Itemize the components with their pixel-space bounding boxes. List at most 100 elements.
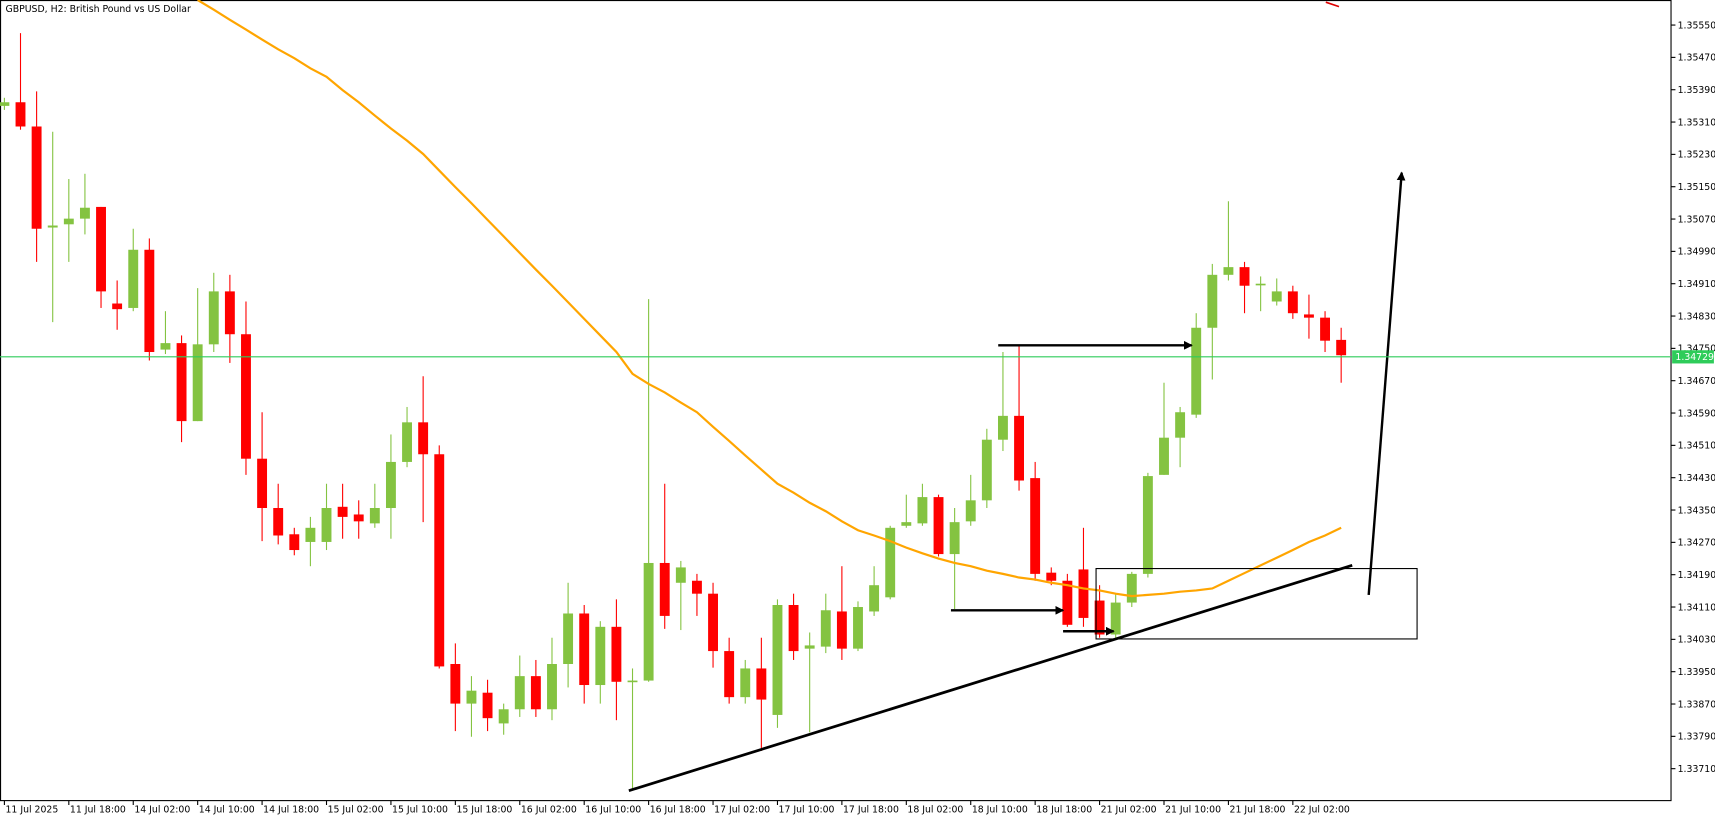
candle-body (1142, 476, 1153, 574)
candle-body (901, 522, 912, 526)
candle-body (1046, 572, 1057, 581)
candle-body (997, 415, 1008, 440)
candle-body (514, 676, 525, 710)
candle-body (498, 709, 509, 724)
candle-body (933, 497, 944, 555)
candle-body (1078, 569, 1089, 618)
candle-body (949, 522, 960, 555)
y-tick-label: 1.35390 (1678, 85, 1715, 96)
candle-body (434, 454, 445, 667)
x-tick-label: 18 Jul 10:00 (972, 805, 1028, 816)
candle-body (724, 651, 735, 698)
candle-body (0, 102, 10, 106)
y-tick-label: 1.33870 (1678, 699, 1715, 710)
candle-body (579, 613, 590, 686)
candle-body (273, 508, 284, 536)
candle-body (756, 668, 767, 700)
x-tick-label: 17 Jul 02:00 (714, 805, 770, 816)
x-tick-label: 17 Jul 18:00 (843, 805, 899, 816)
candle-body (224, 291, 235, 335)
current-price-box (1672, 350, 1714, 364)
candle-body (708, 593, 718, 652)
candle-body (820, 610, 831, 647)
current-price-label: 1.34729 (1675, 352, 1714, 363)
candle-body (353, 514, 364, 522)
y-tick-label: 1.34830 (1678, 311, 1715, 322)
zone-box (1095, 568, 1418, 640)
y-tick-label: 1.35070 (1678, 214, 1715, 225)
candle-body (836, 611, 847, 649)
candle-body (289, 534, 300, 551)
x-tick-label: 21 Jul 02:00 (1101, 805, 1157, 816)
candle-body (402, 422, 412, 462)
candle-body (885, 527, 896, 598)
candle-body (1062, 580, 1073, 625)
candle-body (627, 680, 638, 683)
y-tick-label: 1.35310 (1678, 117, 1715, 128)
candle-body (112, 303, 123, 310)
candle-body (788, 604, 799, 652)
y-tick-label: 1.34030 (1678, 635, 1715, 646)
x-tick-label: 21 Jul 18:00 (1230, 805, 1286, 816)
y-tick-label: 1.34270 (1678, 538, 1715, 549)
candle-body (1304, 314, 1314, 318)
candle-body (1014, 415, 1024, 481)
y-tick-label: 1.34350 (1678, 505, 1715, 516)
candle-body (241, 334, 251, 459)
x-tick-label: 16 Jul 18:00 (650, 805, 706, 816)
candle-body (337, 506, 348, 517)
plot (0, 0, 1347, 790)
candle-body (659, 562, 670, 616)
y-tick-label: 1.34190 (1678, 570, 1715, 581)
candle-body (1336, 339, 1347, 356)
candle-body (1239, 267, 1250, 286)
candle-body (1110, 602, 1121, 635)
x-tick-label: 14 Jul 18:00 (263, 805, 319, 816)
candle-body (96, 206, 106, 292)
x-tick-label: 11 Jul 2025 (5, 805, 58, 816)
candle-body (466, 690, 477, 704)
candle-body (79, 207, 90, 219)
candle-body (385, 461, 396, 509)
y-tick-label: 1.35150 (1678, 182, 1715, 193)
candle-body (305, 527, 316, 542)
candle-body (15, 102, 26, 127)
y-tick-label: 1.34590 (1678, 408, 1715, 419)
x-tick-label: 15 Jul 18:00 (456, 805, 512, 816)
x-tick-label: 16 Jul 02:00 (521, 805, 577, 816)
y-tick-label: 1.33790 (1678, 732, 1715, 743)
y-tick-label: 1.34670 (1678, 376, 1715, 387)
candle-body (595, 626, 606, 686)
x-tick-label: 14 Jul 02:00 (134, 805, 190, 816)
x-tick-label: 17 Jul 10:00 (779, 805, 835, 816)
candle-body (691, 580, 702, 594)
y-tick-label: 1.35230 (1678, 150, 1715, 161)
candle-body (369, 508, 380, 524)
candle-body (563, 613, 574, 665)
candle-body (611, 626, 622, 682)
arrow (1367, 171, 1406, 596)
plot-frame (0, 0, 1672, 802)
x-tick-label: 15 Jul 10:00 (392, 805, 448, 816)
y-tick-label: 1.34990 (1678, 247, 1715, 258)
candle-body (530, 676, 541, 710)
candle-body (740, 668, 751, 698)
candle-body (1320, 317, 1331, 341)
candle-body (643, 562, 654, 681)
x-tick-label: 15 Jul 02:00 (328, 805, 384, 816)
y-tick-label: 1.35550 (1678, 20, 1715, 31)
y-tick-label: 1.34430 (1678, 473, 1715, 484)
candle-body (1223, 267, 1234, 275)
candle-body (257, 458, 268, 509)
candle-body (547, 664, 557, 710)
x-tick-label: 22 Jul 02:00 (1294, 805, 1350, 816)
candle-body (1126, 573, 1137, 603)
candle-body (675, 567, 686, 583)
candle-body (1207, 274, 1218, 328)
candle-body (1255, 283, 1266, 286)
candle-body (853, 607, 863, 649)
y-tick-label: 1.34110 (1678, 602, 1715, 613)
candle-body (1030, 478, 1041, 574)
